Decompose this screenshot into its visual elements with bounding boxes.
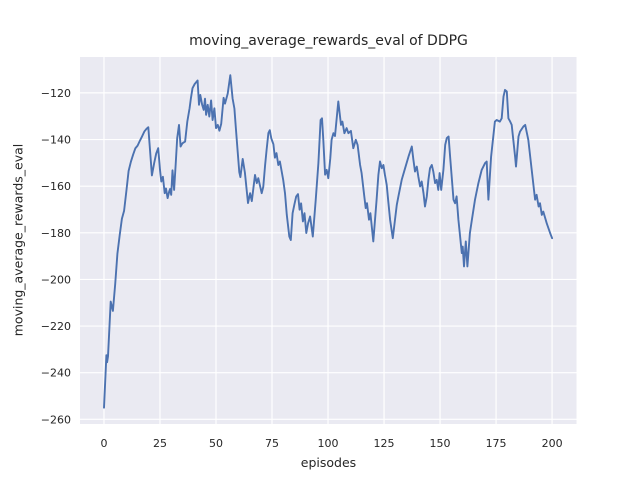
- x-tick-label: 175: [486, 437, 507, 450]
- y-tick-label: −200: [41, 273, 71, 286]
- x-axis-label: episodes: [300, 455, 357, 470]
- chart-title: moving_average_rewards_eval of DDPG: [189, 33, 468, 49]
- x-tick-label: 125: [374, 437, 395, 450]
- x-tick-label: 50: [209, 437, 223, 450]
- y-axis-label: moving_average_rewards_eval: [10, 143, 26, 337]
- series-line: [103, 74, 554, 409]
- x-tick-label: 25: [153, 437, 167, 450]
- x-tick-label: 75: [265, 437, 279, 450]
- x-tick-label: 0: [100, 437, 107, 450]
- y-tick-label: −260: [41, 413, 71, 426]
- x-tick-label: 200: [542, 437, 563, 450]
- y-tick-label: −120: [41, 87, 71, 100]
- y-tick-label: −140: [41, 134, 71, 147]
- y-tick-label: −180: [41, 227, 71, 240]
- x-tick-label: 100: [318, 437, 339, 450]
- y-tick-label: −160: [41, 180, 71, 193]
- y-tick-label: −240: [41, 367, 71, 380]
- tick-labels: 0 25 50 75 100 125 150 175 200 −120 −140 −160 −180 −2…: [41, 87, 563, 450]
- y-tick-label: −220: [41, 320, 71, 333]
- x-tick-label: 150: [430, 437, 451, 450]
